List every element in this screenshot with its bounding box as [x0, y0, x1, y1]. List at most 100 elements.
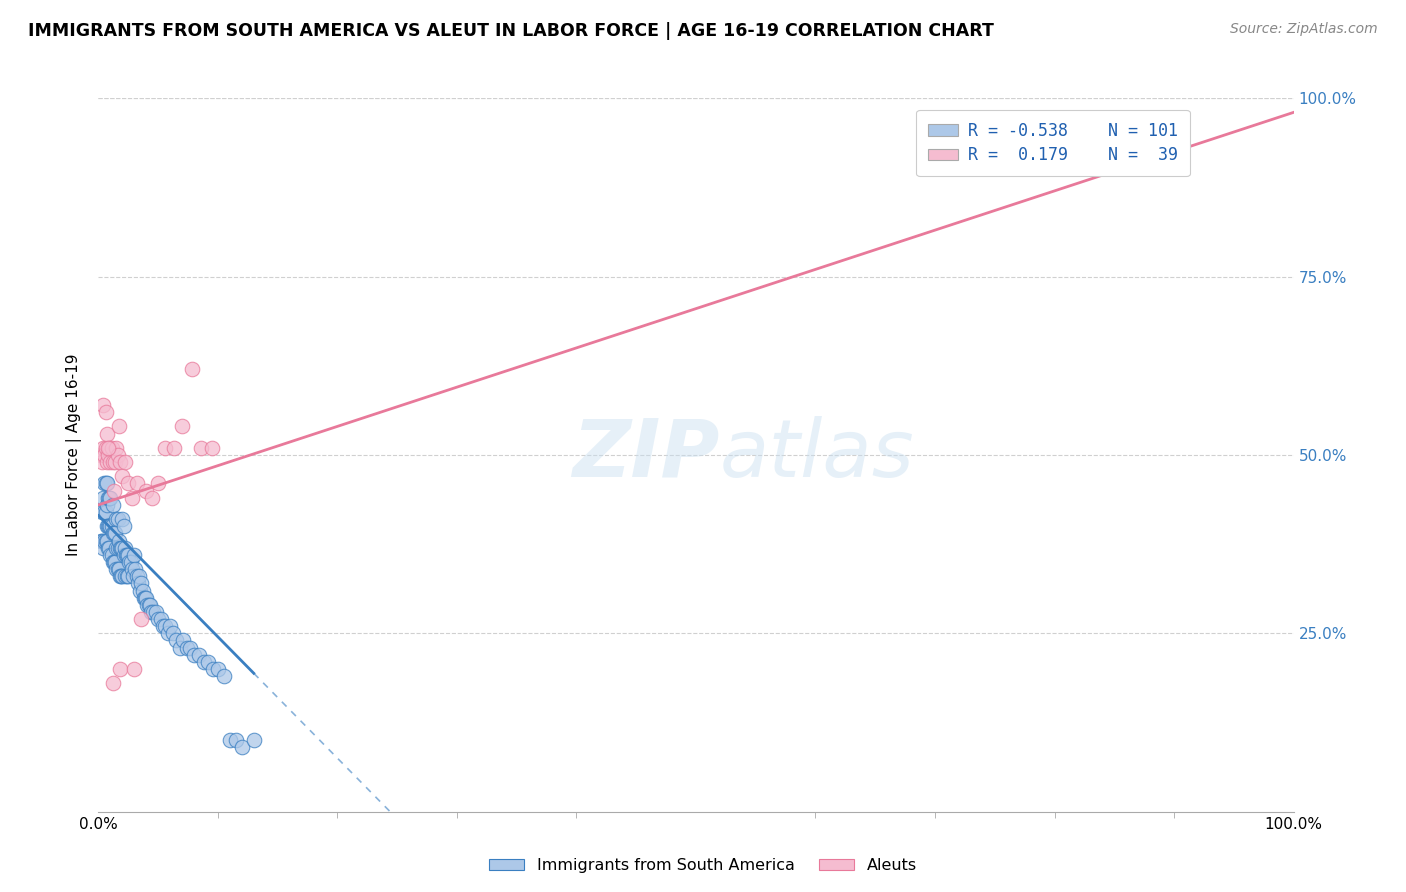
Point — [111, 541, 134, 555]
Point — [142, 605, 165, 619]
Point — [165, 633, 187, 648]
Point — [128, 569, 150, 583]
Y-axis label: In Labor Force | Age 16-19: In Labor Force | Age 16-19 — [66, 353, 83, 557]
Point — [111, 569, 134, 583]
Point — [100, 519, 122, 533]
Point — [163, 441, 186, 455]
Point — [131, 576, 153, 591]
Point — [124, 548, 146, 562]
Point — [111, 512, 134, 526]
Point — [111, 469, 134, 483]
Point — [125, 569, 148, 583]
Point — [98, 519, 122, 533]
Point — [93, 476, 115, 491]
Point — [107, 533, 129, 548]
Point — [121, 491, 143, 505]
Point — [110, 541, 132, 555]
Point — [107, 512, 129, 526]
Point — [155, 619, 177, 633]
Point — [117, 569, 139, 583]
Point — [243, 733, 266, 747]
Point — [145, 605, 167, 619]
Point — [94, 441, 117, 455]
Point — [90, 448, 112, 462]
Point — [148, 612, 170, 626]
Point — [176, 640, 198, 655]
Point — [135, 483, 157, 498]
Point — [172, 633, 194, 648]
Point — [202, 662, 225, 676]
Point — [159, 619, 181, 633]
Point — [212, 669, 235, 683]
Point — [107, 562, 129, 576]
Point — [97, 519, 120, 533]
Point — [124, 562, 146, 576]
Point — [107, 562, 129, 576]
Point — [148, 476, 170, 491]
Point — [105, 441, 128, 455]
Point — [94, 505, 117, 519]
Point — [121, 562, 143, 576]
Point — [94, 533, 117, 548]
Point — [219, 733, 242, 747]
Point — [98, 548, 122, 562]
Point — [201, 441, 224, 455]
Point — [172, 419, 194, 434]
Point — [139, 598, 162, 612]
Point — [155, 441, 177, 455]
Point — [131, 612, 153, 626]
Point — [96, 455, 118, 469]
Point — [156, 626, 179, 640]
Point — [100, 441, 122, 455]
Point — [98, 519, 121, 533]
Point — [101, 526, 124, 541]
Point — [97, 448, 120, 462]
Point — [98, 441, 121, 455]
Point — [107, 541, 129, 555]
Point — [98, 491, 121, 505]
Point — [96, 498, 118, 512]
Point — [193, 655, 215, 669]
Point — [135, 591, 157, 605]
Point — [112, 548, 135, 562]
Point — [91, 541, 114, 555]
Point — [96, 533, 118, 548]
Point — [118, 555, 141, 569]
Point — [141, 491, 163, 505]
Point — [96, 476, 118, 491]
Legend: Immigrants from South America, Aleuts: Immigrants from South America, Aleuts — [482, 852, 924, 880]
Point — [187, 648, 209, 662]
Point — [107, 448, 129, 462]
Point — [104, 526, 127, 541]
Point — [103, 483, 125, 498]
Point — [94, 405, 117, 419]
Point — [149, 612, 172, 626]
Text: IMMIGRANTS FROM SOUTH AMERICA VS ALEUT IN LABOR FORCE | AGE 16-19 CORRELATION CH: IMMIGRANTS FROM SOUTH AMERICA VS ALEUT I… — [28, 22, 994, 40]
Point — [97, 541, 120, 555]
Point — [108, 569, 131, 583]
Point — [122, 569, 145, 583]
Point — [93, 448, 115, 462]
Point — [101, 676, 124, 690]
Point — [91, 398, 114, 412]
Point — [98, 491, 122, 505]
Point — [105, 562, 128, 576]
Point — [96, 426, 118, 441]
Point — [103, 555, 125, 569]
Point — [114, 569, 136, 583]
Point — [114, 455, 136, 469]
Point — [98, 541, 121, 555]
Point — [115, 548, 138, 562]
Point — [91, 441, 114, 455]
Point — [90, 533, 112, 548]
Point — [112, 519, 135, 533]
Point — [93, 505, 115, 519]
Point — [127, 576, 149, 591]
Point — [136, 598, 159, 612]
Point — [183, 648, 205, 662]
Point — [115, 569, 138, 583]
Point — [94, 476, 117, 491]
Point — [125, 476, 148, 491]
Point — [197, 655, 219, 669]
Point — [152, 619, 174, 633]
